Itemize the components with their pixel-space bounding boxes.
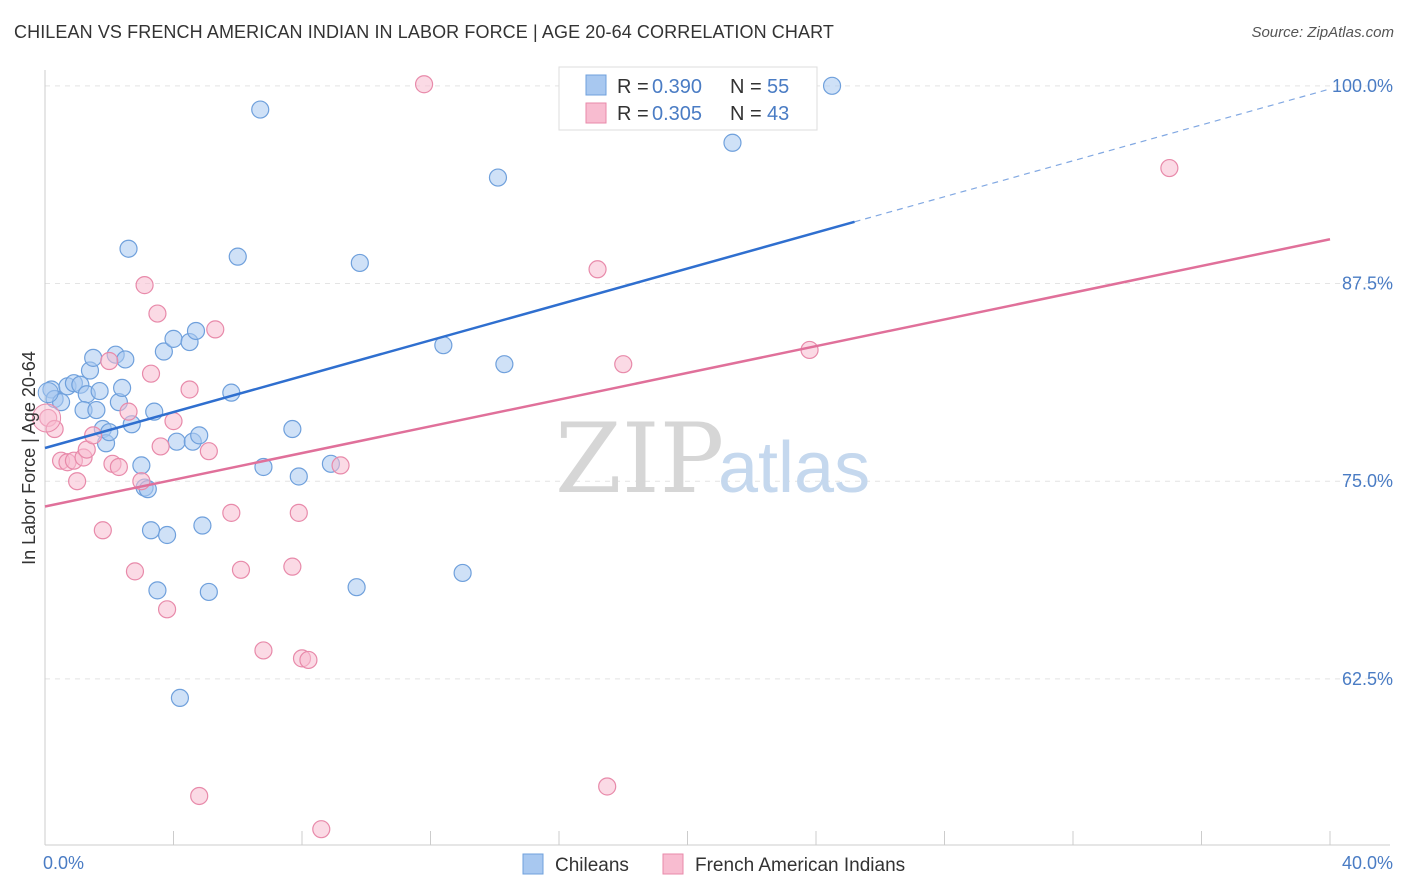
- point-chilean: [167, 432, 186, 451]
- legend-r-label-chileans: R =: [617, 76, 649, 98]
- point-french-american-indian: [222, 503, 241, 522]
- point-chilean: [119, 239, 138, 258]
- point-chilean: [289, 467, 308, 486]
- point-french-american-indian: [151, 437, 170, 456]
- point-chilean: [283, 419, 302, 439]
- data-points: [32, 75, 1179, 839]
- y-tick-label: 100.0%: [1332, 76, 1393, 96]
- point-french-american-indian: [93, 521, 112, 540]
- point-chilean: [488, 168, 508, 187]
- point-chilean: [87, 400, 106, 420]
- point-french-american-indian: [68, 472, 87, 491]
- point-french-american-indian: [289, 503, 308, 522]
- point-french-american-indian: [588, 260, 607, 279]
- point-chilean: [132, 456, 151, 475]
- legend-r-label-french: R =: [617, 103, 649, 125]
- point-french-american-indian: [180, 380, 199, 399]
- point-chilean: [164, 329, 183, 348]
- point-french-american-indian: [254, 641, 273, 660]
- axes: [44, 70, 1390, 846]
- legend-n-label-chileans: N =: [730, 76, 762, 98]
- point-french-american-indian: [331, 456, 350, 475]
- point-french-american-indian: [190, 786, 209, 806]
- point-french-american-indian: [164, 412, 183, 431]
- trend-lines: [44, 88, 1331, 508]
- y-tick-labels: 62.5% 75.0% 87.5% 100.0%: [1332, 76, 1393, 689]
- point-chilean: [251, 100, 270, 119]
- point-chilean: [154, 342, 173, 361]
- legend: R = 0.390 N = 55 R = 0.305 N = 43: [558, 66, 818, 131]
- point-chilean: [199, 582, 218, 602]
- point-french-american-indian: [614, 355, 633, 374]
- point-french-american-indian: [312, 820, 331, 839]
- legend-n-value-french: 43: [767, 103, 789, 125]
- point-french-american-indian: [125, 562, 145, 581]
- x-tick-label-max: 40.0%: [1342, 853, 1393, 873]
- point-chilean: [90, 381, 109, 401]
- point-chilean: [186, 321, 206, 341]
- point-chilean: [112, 378, 132, 398]
- x-tick-labels: 0.0% 40.0%: [43, 853, 1393, 873]
- point-chilean: [723, 133, 742, 152]
- point-chilean: [157, 525, 177, 545]
- point-chilean: [495, 355, 514, 374]
- watermark-zip: ZIP: [555, 403, 724, 515]
- trend-line-chileans: [44, 220, 855, 450]
- trend-line-french-american-indians: [44, 238, 1331, 508]
- legend-r-value-chileans: 0.390: [652, 76, 702, 98]
- grid-lines: [45, 85, 1390, 680]
- bottom-legend-label-french: French American Indians: [695, 855, 905, 876]
- legend-swatch-chileans: [585, 74, 607, 96]
- chart-title: CHILEAN VS FRENCH AMERICAN INDIAN IN LAB…: [14, 22, 834, 42]
- point-french-american-indian: [414, 75, 434, 94]
- point-french-american-indian: [157, 600, 177, 619]
- point-chilean: [193, 516, 212, 535]
- bottom-legend-swatch-chileans: [522, 853, 544, 875]
- point-chilean: [347, 578, 366, 597]
- point-chilean: [116, 350, 135, 369]
- point-chilean: [822, 76, 842, 95]
- source-credit: Source: ZipAtlas.com: [1251, 24, 1394, 41]
- bottom-legend-label-chileans: Chileans: [555, 855, 629, 876]
- point-french-american-indian: [119, 402, 138, 421]
- y-tick-label: 87.5%: [1342, 274, 1393, 294]
- point-french-american-indian: [109, 457, 128, 477]
- point-chilean: [228, 247, 247, 266]
- point-chilean: [141, 521, 161, 540]
- point-chilean: [190, 426, 209, 445]
- y-tick-label: 75.0%: [1342, 471, 1393, 491]
- point-french-american-indian: [199, 442, 218, 461]
- bottom-legend: Chileans French American Indians: [522, 853, 905, 876]
- legend-r-value-french: 0.305: [652, 103, 702, 125]
- watermark-atlas: atlas: [718, 428, 870, 508]
- point-french-american-indian: [283, 557, 302, 576]
- y-tick-label: 62.5%: [1342, 669, 1393, 689]
- point-chilean: [84, 348, 103, 367]
- point-french-american-indian: [1160, 158, 1179, 178]
- point-french-american-indian: [148, 304, 167, 323]
- point-chilean: [148, 581, 167, 600]
- point-cluster-french: [32, 403, 62, 433]
- point-chilean: [170, 688, 190, 708]
- point-cluster-chilean: [37, 382, 59, 404]
- point-french-american-indian: [231, 560, 251, 579]
- legend-swatch-french-american-indians: [585, 102, 607, 124]
- x-tick-label-min: 0.0%: [43, 853, 84, 873]
- legend-n-value-chileans: 55: [767, 76, 789, 98]
- point-french-american-indian: [299, 650, 318, 670]
- point-chilean: [453, 563, 472, 583]
- point-french-american-indian: [206, 320, 225, 339]
- point-french-american-indian: [141, 364, 161, 383]
- bottom-legend-swatch-french: [662, 853, 684, 875]
- point-chilean: [350, 253, 369, 273]
- point-french-american-indian: [598, 777, 617, 796]
- trend-line-chileans-dashed: [854, 88, 1331, 223]
- point-french-american-indian: [135, 276, 154, 295]
- y-axis-label: In Labor Force | Age 20-64: [19, 351, 39, 565]
- point-french-american-indian: [100, 351, 119, 371]
- legend-n-label-french: N =: [730, 103, 762, 125]
